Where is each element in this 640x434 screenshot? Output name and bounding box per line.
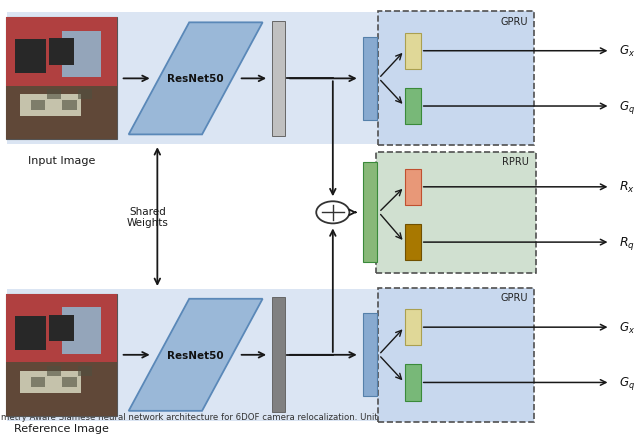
Text: Input Image: Input Image	[28, 155, 95, 165]
Bar	[404, 33, 420, 69]
Bar	[47, 90, 61, 100]
Circle shape	[316, 202, 349, 224]
Bar	[404, 309, 420, 345]
Bar	[62, 32, 101, 78]
Bar	[6, 86, 118, 140]
Text: $G_q$: $G_q$	[619, 98, 635, 115]
Bar	[20, 371, 81, 393]
Text: metry Aware Siamese neural network architecture for 6DOF camera relocalization. : metry Aware Siamese neural network archi…	[1, 412, 378, 421]
Text: GPRU: GPRU	[500, 293, 528, 302]
Text: GPRU: GPRU	[500, 16, 528, 26]
Bar	[272, 297, 285, 413]
Text: $R_x$: $R_x$	[619, 180, 635, 195]
Bar	[376, 152, 536, 273]
Bar	[363, 38, 377, 121]
Bar	[6, 18, 118, 104]
Bar	[363, 163, 377, 263]
Text: RPRU: RPRU	[502, 157, 529, 167]
Bar	[404, 169, 420, 205]
Bar	[31, 101, 45, 111]
Text: ResNet50: ResNet50	[167, 74, 224, 84]
Bar	[272, 22, 285, 137]
Bar	[62, 377, 77, 387]
Bar	[6, 18, 118, 140]
Bar	[404, 89, 420, 125]
Text: $G_x$: $G_x$	[619, 320, 635, 335]
Bar	[78, 90, 92, 100]
Polygon shape	[129, 23, 262, 135]
Bar	[62, 308, 101, 354]
Bar	[6, 294, 118, 416]
Bar	[62, 101, 77, 111]
Bar	[20, 95, 81, 117]
Bar	[15, 40, 46, 74]
Bar	[49, 39, 74, 66]
Text: Shared
Weights: Shared Weights	[127, 206, 169, 228]
Bar	[363, 314, 377, 396]
Bar	[47, 366, 61, 376]
Text: $R_q$: $R_q$	[619, 234, 635, 251]
Bar	[8, 289, 390, 421]
Bar	[6, 294, 118, 379]
Text: ResNet50: ResNet50	[167, 350, 224, 360]
Text: $G_q$: $G_q$	[619, 374, 635, 391]
Bar	[78, 366, 92, 376]
Polygon shape	[129, 299, 262, 411]
Text: $G_x$: $G_x$	[619, 44, 635, 59]
Bar	[378, 288, 534, 422]
Bar	[49, 315, 74, 342]
Text: Reference Image: Reference Image	[14, 423, 109, 433]
Bar	[404, 224, 420, 260]
Bar	[378, 12, 534, 146]
Bar	[404, 365, 420, 401]
Bar	[31, 377, 45, 387]
Bar	[15, 316, 46, 350]
Bar	[8, 13, 390, 145]
Bar	[6, 362, 118, 416]
